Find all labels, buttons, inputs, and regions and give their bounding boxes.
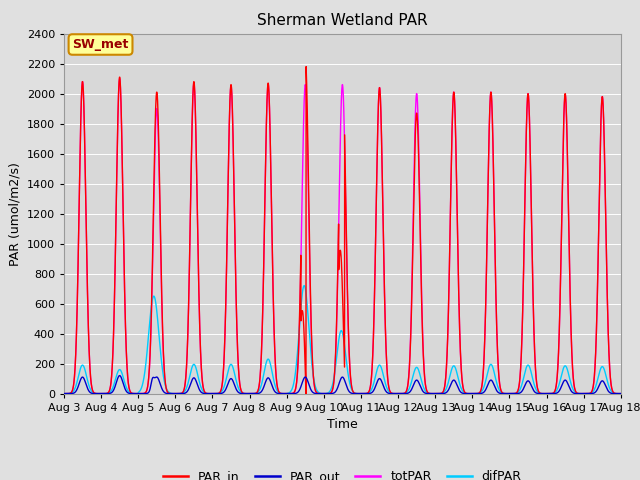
Y-axis label: PAR (umol/m2/s): PAR (umol/m2/s) bbox=[8, 162, 21, 265]
X-axis label: Time: Time bbox=[327, 418, 358, 431]
Legend: PAR_in, PAR_out, totPAR, difPAR: PAR_in, PAR_out, totPAR, difPAR bbox=[158, 465, 527, 480]
Text: SW_met: SW_met bbox=[72, 38, 129, 51]
Title: Sherman Wetland PAR: Sherman Wetland PAR bbox=[257, 13, 428, 28]
